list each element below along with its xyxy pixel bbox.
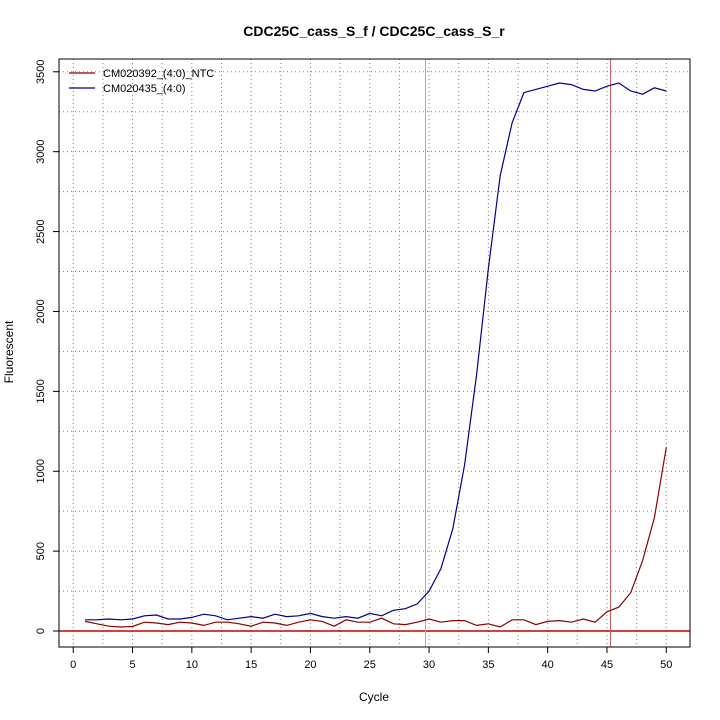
y-tick-label: 1000 [35, 459, 47, 483]
y-tick-label: 2000 [35, 299, 47, 323]
x-tick-label: 10 [186, 659, 198, 671]
series-line-2 [85, 82, 667, 621]
x-tick-label: 5 [129, 659, 135, 671]
x-tick-label: 40 [542, 659, 554, 671]
x-tick-label: 50 [660, 659, 672, 671]
plot-area-border [58, 58, 691, 648]
y-axis-label: Fluorescent [2, 320, 16, 383]
x-tick-label: 45 [601, 659, 613, 671]
x-tick-label: 15 [245, 659, 257, 671]
legend-label: CM020435_(4:0) [103, 83, 186, 95]
y-axis: 0 500 1000 1500 2000 2500 3000 3500 [35, 60, 59, 634]
y-tick-label: 3500 [35, 60, 47, 84]
series-line-1 [84, 447, 667, 628]
y-tick-label: 500 [35, 542, 47, 560]
y-tick-label: 2500 [35, 219, 47, 243]
x-tick-label: 30 [423, 659, 435, 671]
grid [59, 59, 690, 647]
y-tick-label: 0 [35, 628, 47, 634]
x-tick-label: 20 [304, 659, 316, 671]
legend-label: CM020392_(4:0)_NTC [103, 68, 214, 80]
x-axis: 0 5 10 15 20 25 30 35 40 45 50 [70, 647, 672, 671]
marker-lines [59, 59, 690, 647]
x-tick-label: 0 [70, 659, 76, 671]
y-tick-label: 1500 [35, 379, 47, 403]
x-axis-label: Cycle [359, 690, 389, 704]
x-tick-label: 35 [482, 659, 494, 671]
legend: CM020392_(4:0)_NTC CM020435_(4:0) [69, 68, 214, 95]
series-lines [84, 82, 667, 628]
x-tick-label: 25 [364, 659, 376, 671]
chart-title: CDC25C_cass_S_f / CDC25C_cass_S_r [243, 23, 505, 39]
y-tick-label: 3000 [35, 139, 47, 163]
